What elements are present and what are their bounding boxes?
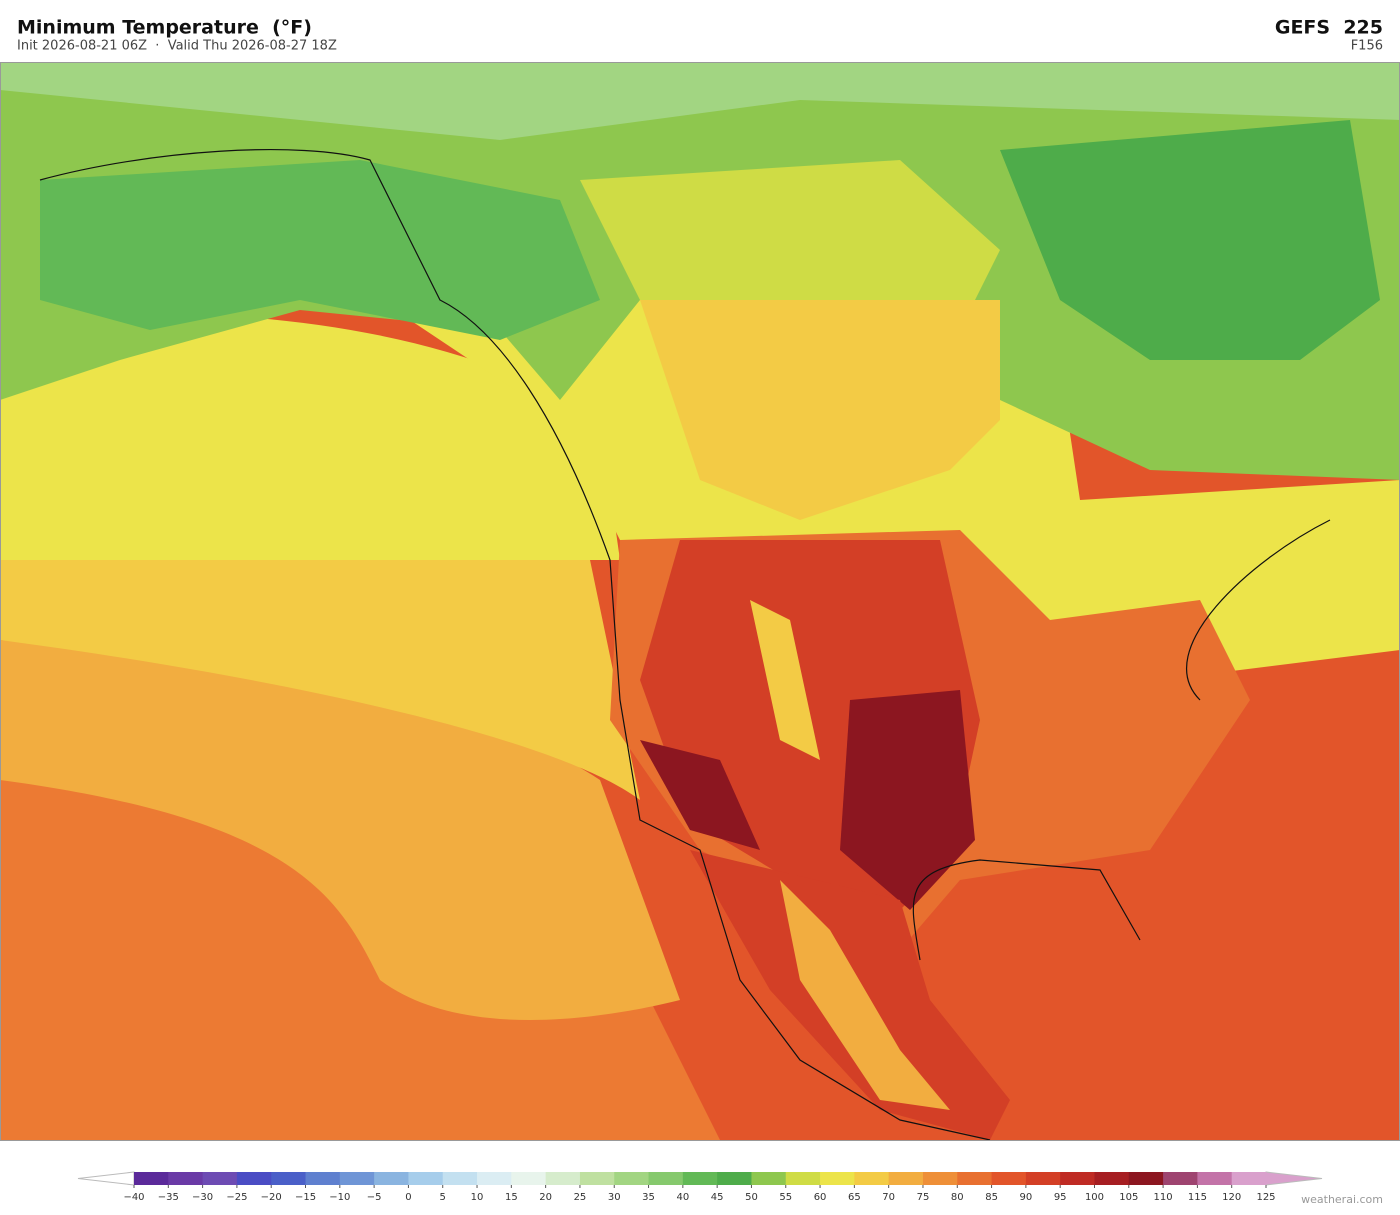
- tick-label: −30: [192, 1192, 213, 1203]
- tick-label: −5: [367, 1192, 382, 1203]
- under-triangle: [77, 1171, 135, 1186]
- tick-label: 10: [471, 1192, 484, 1203]
- color-swatch: [442, 1172, 478, 1185]
- color-swatch: [271, 1172, 307, 1185]
- subtitle: Init 2026-08-21 06Z · Valid Thu 2026-08-…: [17, 39, 337, 54]
- tick-label: −15: [295, 1192, 316, 1203]
- tick-label: 90: [1020, 1192, 1033, 1203]
- over-triangle: [1265, 1171, 1323, 1186]
- tick-label: 45: [711, 1192, 724, 1203]
- tick-label: 100: [1085, 1192, 1104, 1203]
- tick-label: 85: [985, 1192, 998, 1203]
- tick-label: 75: [917, 1192, 930, 1203]
- tick-label: 55: [779, 1192, 792, 1203]
- tick-label: 50: [745, 1192, 758, 1203]
- color-swatch: [922, 1172, 958, 1185]
- color-swatch: [477, 1172, 512, 1185]
- color-swatch: [202, 1172, 238, 1185]
- model: GEFS 225: [1275, 17, 1383, 39]
- tick-label: 70: [882, 1192, 895, 1203]
- color-swatch: [339, 1172, 375, 1185]
- color-swatch: [134, 1172, 169, 1185]
- color-swatch: [1094, 1172, 1130, 1185]
- tick-label: 20: [539, 1192, 552, 1203]
- color-swatch: [1231, 1172, 1267, 1185]
- map: [0, 62, 1400, 1141]
- tick-label: 95: [1054, 1192, 1067, 1203]
- tick-label: 35: [642, 1192, 655, 1203]
- tick-label: 30: [608, 1192, 621, 1203]
- color-swatch: [785, 1172, 821, 1185]
- color-swatch: [991, 1172, 1027, 1185]
- tick-label: 65: [848, 1192, 861, 1203]
- title: Minimum Temperature (°F): [17, 17, 312, 39]
- tick-label: −40: [123, 1192, 144, 1203]
- forecast-hour: F156: [1351, 39, 1383, 54]
- color-swatch: [545, 1172, 581, 1185]
- color-swatch: [511, 1172, 547, 1185]
- color-swatch: [820, 1172, 855, 1185]
- tick-label: 105: [1119, 1192, 1138, 1203]
- colorbar: −40 −35 −30 −25 −20 −15 −10 −5 0 5 10 15 20 25 30 35 40 4…: [77, 1171, 1323, 1203]
- color-swatch: [1025, 1172, 1061, 1185]
- tick-label: −10: [329, 1192, 350, 1203]
- color-swatch: [682, 1172, 718, 1185]
- color-swatch: [751, 1172, 787, 1185]
- color-swatch: [854, 1172, 890, 1185]
- color-swatch: [1163, 1172, 1198, 1185]
- color-swatch: [236, 1172, 272, 1185]
- color-swatch: [957, 1172, 993, 1185]
- tick-label: 5: [440, 1192, 446, 1203]
- tick-label: 0: [405, 1192, 411, 1203]
- color-swatch: [648, 1172, 684, 1185]
- color-swatch: [1060, 1172, 1095, 1185]
- color-swatch: [168, 1172, 204, 1185]
- tick-label: 60: [814, 1192, 827, 1203]
- tick-label: 120: [1222, 1192, 1241, 1203]
- color-swatch: [374, 1172, 409, 1185]
- color-swatch: [614, 1172, 650, 1185]
- color-swatch: [1128, 1172, 1164, 1185]
- tick-label: 80: [951, 1192, 964, 1203]
- tick-label: 125: [1256, 1192, 1275, 1203]
- tick-label: 25: [574, 1192, 587, 1203]
- color-swatch: [888, 1172, 924, 1185]
- color-swatch: [408, 1172, 444, 1185]
- color-swatch: [1197, 1172, 1233, 1185]
- tick-label: 110: [1154, 1192, 1173, 1203]
- tick-label: 115: [1188, 1192, 1207, 1203]
- tick-label: −35: [158, 1192, 179, 1203]
- color-swatch: [717, 1172, 752, 1185]
- tick-label: 15: [505, 1192, 518, 1203]
- color-swatch: [579, 1172, 615, 1185]
- tick-label: 40: [676, 1192, 689, 1203]
- watermark: weatherai.com: [1301, 1193, 1383, 1206]
- color-swatch: [305, 1172, 341, 1185]
- tick-label: −25: [226, 1192, 247, 1203]
- tick-label: −20: [261, 1192, 282, 1203]
